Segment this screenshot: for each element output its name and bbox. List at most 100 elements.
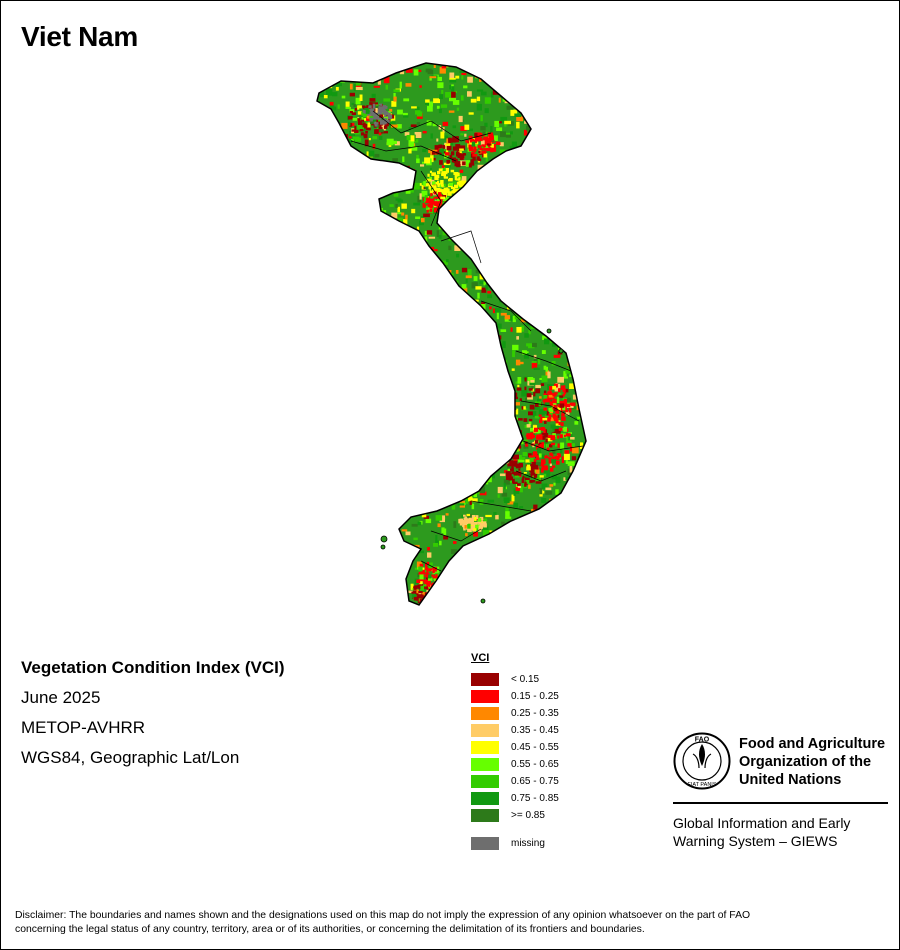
vci-pixel	[336, 592, 340, 600]
vci-pixel	[539, 475, 544, 478]
vci-pixel	[588, 77, 593, 82]
vci-pixel	[384, 384, 390, 388]
vci-pixel	[484, 212, 488, 216]
vci-pixel	[336, 528, 341, 535]
vci-pixel	[520, 237, 525, 242]
vci-pixel	[579, 154, 583, 162]
vci-pixel	[462, 521, 468, 526]
vci-pixel	[464, 461, 468, 467]
vci-pixel	[503, 479, 510, 485]
vci-pixel	[307, 240, 311, 245]
vci-pixel	[495, 408, 498, 411]
vci-pixel	[533, 468, 537, 473]
vci-pixel	[504, 409, 509, 414]
vci-pixel	[536, 445, 540, 450]
vci-pixel	[505, 507, 509, 513]
vci-pixel	[508, 538, 515, 544]
vci-pixel	[574, 509, 578, 516]
vci-pixel	[471, 282, 478, 289]
vci-pixel	[396, 597, 403, 601]
vci-pixel	[357, 196, 365, 199]
vci-pixel	[354, 172, 361, 177]
vci-pixel	[450, 563, 457, 568]
vci-pixel	[425, 99, 430, 103]
vci-pixel	[587, 294, 592, 301]
vci-pixel	[526, 466, 531, 471]
vci-pixel	[442, 372, 448, 375]
vci-pixel	[335, 233, 339, 238]
vci-pixel	[450, 453, 456, 459]
vci-pixel	[383, 113, 387, 118]
vci-pixel	[545, 438, 548, 443]
vci-pixel	[408, 485, 415, 491]
vci-pixel	[515, 167, 522, 173]
vci-pixel	[525, 397, 528, 403]
vci-pixel	[487, 499, 495, 503]
vci-pixel	[421, 298, 428, 304]
vci-pixel	[569, 246, 577, 250]
vci-pixel	[498, 413, 502, 417]
vci-pixel	[464, 554, 469, 560]
vci-pixel	[396, 63, 400, 69]
vci-pixel	[537, 358, 541, 365]
vci-pixel	[468, 551, 476, 557]
vci-pixel	[535, 599, 541, 605]
vci-pixel	[496, 411, 500, 417]
vci-pixel	[394, 593, 400, 599]
vci-pixel	[549, 411, 553, 414]
vci-pixel	[448, 573, 453, 581]
vci-pixel	[525, 590, 531, 596]
vci-pixel	[468, 429, 472, 436]
vci-pixel	[448, 586, 451, 592]
vci-pixel	[329, 431, 335, 437]
vci-pixel	[549, 458, 557, 464]
vci-pixel	[525, 444, 529, 447]
vci-pixel	[392, 473, 396, 476]
vci-pixel	[510, 476, 513, 480]
vci-pixel	[370, 182, 375, 189]
vci-pixel	[427, 552, 432, 558]
vci-pixel	[569, 374, 572, 378]
vci-pixel	[501, 77, 507, 81]
vci-pixel	[474, 236, 477, 239]
vci-pixel	[363, 133, 368, 139]
vci-pixel	[560, 433, 567, 438]
vci-pixel	[433, 585, 436, 588]
vci-pixel	[545, 491, 553, 495]
vci-pixel	[452, 146, 458, 151]
vci-pixel	[341, 311, 346, 317]
vci-pixel	[500, 570, 503, 574]
legend-swatch	[471, 707, 499, 720]
vci-pixel	[451, 197, 456, 203]
vci-pixel	[403, 339, 406, 343]
vci-pixel	[481, 179, 487, 187]
vci-pixel	[371, 111, 377, 116]
vci-pixel	[416, 273, 422, 280]
vci-pixel	[559, 268, 566, 271]
vci-pixel	[394, 499, 399, 506]
vci-pixel	[512, 481, 518, 484]
vci-pixel	[462, 363, 469, 368]
vci-pixel	[457, 206, 462, 211]
vci-pixel	[369, 102, 373, 105]
vci-pixel	[457, 404, 462, 411]
vci-pixel	[485, 284, 489, 290]
vci-pixel	[416, 589, 419, 594]
vci-pixel	[547, 371, 551, 379]
vci-pixel	[347, 234, 353, 237]
vci-pixel	[526, 424, 531, 428]
vci-pixel	[474, 159, 478, 165]
vci-pixel	[392, 601, 396, 604]
vci-pixel	[376, 115, 381, 120]
vci-pixel	[527, 395, 533, 400]
vci-pixel	[395, 198, 402, 201]
vci-pixel	[311, 492, 314, 496]
vci-pixel	[433, 283, 437, 287]
vci-pixel	[517, 377, 522, 384]
vci-pixel	[302, 325, 306, 330]
vci-pixel	[571, 487, 575, 491]
vci-pixel	[514, 313, 522, 320]
vci-pixel	[317, 163, 319, 167]
vci-pixel	[468, 360, 473, 366]
vci-pixel	[461, 190, 466, 196]
